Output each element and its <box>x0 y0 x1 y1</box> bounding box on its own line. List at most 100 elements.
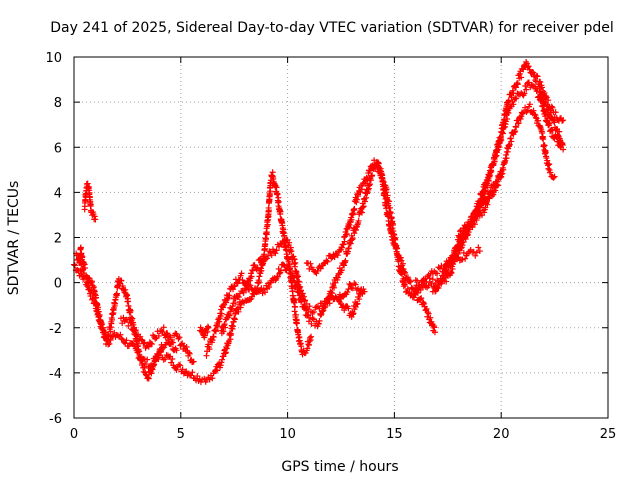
data-point <box>234 305 241 312</box>
data-point <box>524 107 531 114</box>
data-point <box>530 107 537 114</box>
series-track-d <box>77 244 88 268</box>
data-point <box>292 259 299 266</box>
data-point <box>293 320 300 327</box>
data-point <box>514 81 521 88</box>
data-point <box>87 201 94 208</box>
data-point <box>118 277 125 284</box>
data-point <box>400 275 407 282</box>
data-point <box>293 269 300 276</box>
data-point <box>183 343 190 350</box>
data-point <box>91 213 98 220</box>
data-point <box>529 82 536 89</box>
data-point <box>326 296 333 303</box>
data-point <box>268 252 275 259</box>
data-point <box>231 316 238 323</box>
data-point <box>434 270 441 277</box>
data-point <box>346 281 353 288</box>
data-point <box>481 209 488 216</box>
data-point <box>358 186 365 193</box>
data-point <box>518 113 525 120</box>
data-point <box>223 299 230 306</box>
data-point <box>219 356 226 363</box>
data-point <box>552 109 559 116</box>
data-point <box>351 205 358 212</box>
data-point <box>316 317 323 324</box>
data-point <box>178 341 185 348</box>
x-tick-label: 0 <box>70 427 78 442</box>
data-point <box>156 352 163 359</box>
data-point <box>412 277 419 284</box>
data-point <box>503 155 510 162</box>
data-point <box>278 241 285 248</box>
data-point <box>292 311 299 318</box>
data-point <box>249 267 256 274</box>
data-point <box>359 290 366 297</box>
data-point <box>505 97 512 104</box>
data-point <box>303 307 310 314</box>
data-point <box>504 115 511 122</box>
chart-title: Day 241 of 2025, Sidereal Day-to-day VTE… <box>50 20 614 36</box>
data-point <box>320 260 327 267</box>
data-point <box>498 137 505 144</box>
data-point <box>158 327 165 334</box>
data-point <box>342 257 349 264</box>
data-point <box>164 330 171 337</box>
x-tick-label: 25 <box>600 427 617 442</box>
data-point <box>485 177 492 184</box>
data-point <box>475 244 482 251</box>
data-point <box>463 232 470 239</box>
data-point <box>551 119 558 126</box>
data-point <box>407 278 414 285</box>
data-point <box>147 340 154 347</box>
data-point <box>221 296 228 303</box>
data-point <box>157 348 164 355</box>
data-point <box>214 323 221 330</box>
series-track-e <box>117 314 180 354</box>
data-point <box>266 283 273 290</box>
data-point <box>469 218 476 225</box>
data-point <box>521 90 528 97</box>
data-point <box>390 221 397 228</box>
data-point <box>523 86 530 93</box>
data-point <box>399 271 406 278</box>
data-point <box>328 290 335 297</box>
data-point <box>272 250 279 257</box>
data-point <box>234 280 241 287</box>
data-point <box>534 85 541 92</box>
data-point <box>138 356 145 363</box>
data-point <box>212 328 219 335</box>
data-point <box>228 330 235 337</box>
data-point <box>512 84 519 91</box>
x-tick-label: 5 <box>177 427 185 442</box>
data-point <box>356 296 363 303</box>
data-point <box>190 358 197 365</box>
data-point <box>354 300 361 307</box>
data-point <box>113 290 120 297</box>
data-point <box>108 316 115 323</box>
data-point <box>459 236 466 243</box>
data-point <box>280 261 287 268</box>
data-point <box>244 283 251 290</box>
data-point <box>144 342 151 349</box>
data-point <box>176 334 183 341</box>
data-point <box>229 303 236 310</box>
series-track-b <box>73 250 197 382</box>
data-point <box>237 304 244 311</box>
data-point <box>295 289 302 296</box>
data-point <box>513 124 520 131</box>
data-point <box>556 128 563 135</box>
data-point <box>363 194 370 201</box>
data-point <box>141 339 148 346</box>
data-point <box>77 244 84 251</box>
data-point <box>517 116 524 123</box>
data-point <box>220 328 227 335</box>
data-point <box>317 265 324 272</box>
data-point <box>344 230 351 237</box>
y-tick-label: -6 <box>49 412 62 427</box>
data-point <box>545 105 552 112</box>
data-point <box>123 337 130 344</box>
data-point <box>288 248 295 255</box>
data-point <box>459 256 466 263</box>
